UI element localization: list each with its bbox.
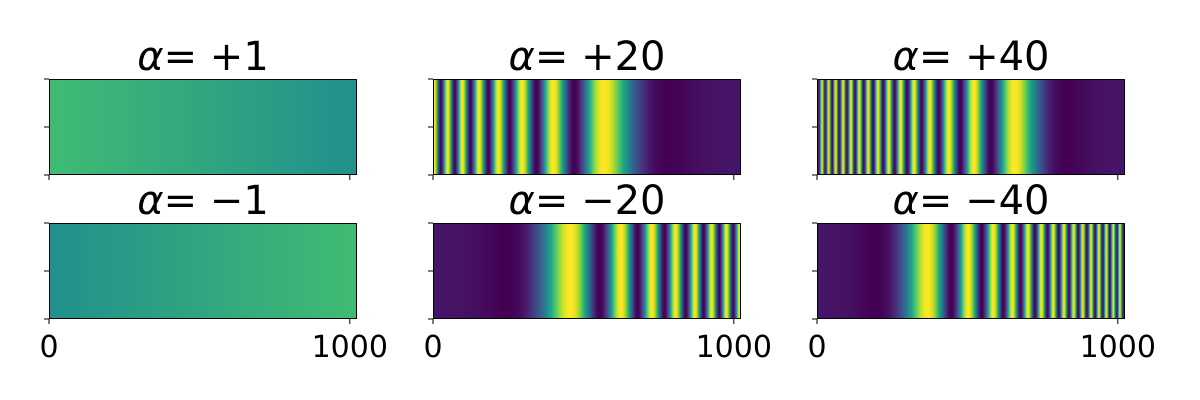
heatmap-image xyxy=(433,79,741,175)
axes-frame xyxy=(433,79,741,175)
alpha-symbol: α xyxy=(508,34,534,80)
alpha-value: = −1 xyxy=(164,178,269,224)
heatmap-image xyxy=(817,79,1125,175)
x-tick-label: 1000 xyxy=(1080,330,1156,365)
alpha-value: = +20 xyxy=(535,34,666,80)
x-tick-label: 0 xyxy=(39,330,58,365)
heatmap-image xyxy=(49,79,357,175)
alpha-value: = −40 xyxy=(919,178,1050,224)
panel-title: α= −20 xyxy=(508,178,665,224)
alpha-symbol: α xyxy=(892,178,918,224)
panel-title: α= +20 xyxy=(508,34,665,80)
panel-1: α= +1 xyxy=(44,34,357,180)
alpha-symbol: α xyxy=(508,178,534,224)
alpha-symbol: α xyxy=(892,34,918,80)
axes-frame xyxy=(433,223,741,319)
x-tick-label: 0 xyxy=(807,330,826,365)
axes-frame xyxy=(817,223,1125,319)
axes-frame xyxy=(817,79,1125,175)
heatmap-image xyxy=(433,223,741,319)
alpha-value: = +1 xyxy=(164,34,269,80)
panel-4: α= −1 0 1000 xyxy=(39,178,388,365)
panel-title: α= +40 xyxy=(892,34,1049,80)
panel-title: α= −40 xyxy=(892,178,1049,224)
alpha-value: = −20 xyxy=(535,178,666,224)
x-tick-label: 1000 xyxy=(312,330,388,365)
heatmap-image xyxy=(49,223,357,319)
alpha-symbol: α xyxy=(137,178,163,224)
panel-title: α= +1 xyxy=(137,34,269,80)
panel-5: α= −20 0 1000 xyxy=(423,178,772,365)
panel-2: α= +20 xyxy=(428,34,741,180)
axes-frame xyxy=(49,223,357,319)
x-tick-label: 1000 xyxy=(696,330,772,365)
x-tick-label: 0 xyxy=(423,330,442,365)
axes-frame xyxy=(49,79,357,175)
panel-title: α= −1 xyxy=(137,178,269,224)
heatmap-image xyxy=(817,223,1125,319)
alpha-value: = +40 xyxy=(919,34,1050,80)
alpha-symbol: α xyxy=(137,34,163,80)
panel-3: α= +40 xyxy=(812,34,1125,180)
panel-6: α= −40 0 1000 xyxy=(807,178,1156,365)
